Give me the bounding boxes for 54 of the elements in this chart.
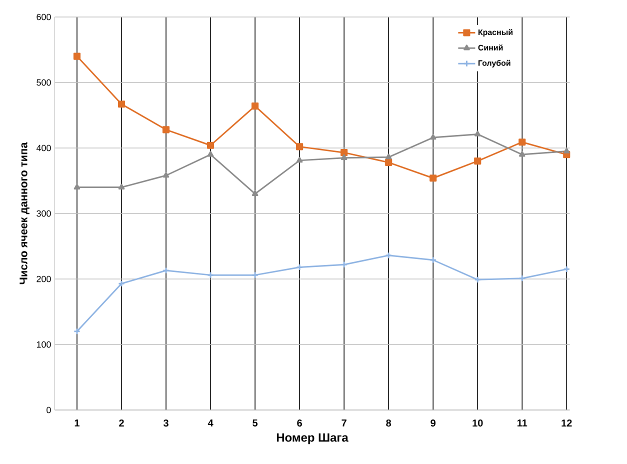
point [518, 138, 526, 146]
point [162, 126, 170, 134]
point [206, 272, 214, 279]
x-tick-label: 9 [430, 420, 436, 427]
x-axis-title: Номер Шага [276, 433, 348, 444]
point [296, 156, 303, 163]
point [118, 100, 126, 108]
point [385, 154, 392, 160]
x-tick-label: 6 [297, 420, 302, 427]
point [162, 172, 170, 178]
point [118, 184, 125, 190]
x-tick-label: 2 [119, 420, 124, 426]
point [73, 52, 81, 60]
x-tick-label: 12 [562, 420, 572, 426]
y-tick-label: 100 [36, 341, 51, 348]
x-tick-label: 7 [342, 420, 346, 426]
point [162, 266, 170, 274]
point [474, 276, 482, 284]
x-tick-label: 3 [163, 420, 168, 427]
y-tick-label: 400 [36, 144, 51, 152]
point [430, 256, 437, 264]
point [74, 184, 80, 190]
point [340, 261, 348, 268]
x-tick-label: 10 [472, 420, 483, 427]
point [563, 148, 570, 154]
point [385, 158, 392, 166]
y-tick-label: 0 [46, 406, 51, 414]
point [474, 130, 481, 136]
point [385, 252, 392, 259]
point [252, 190, 258, 196]
x-tick-label: 5 [252, 420, 258, 426]
x-tick-label: 1 [74, 420, 80, 426]
point [207, 151, 214, 157]
x-tick-label: 8 [386, 420, 392, 427]
point [252, 102, 259, 110]
point [206, 142, 214, 149]
point [340, 154, 348, 160]
point [340, 149, 348, 156]
y-tick-label: 300 [36, 210, 51, 217]
y-axis-title: Число ячеек данного типа [20, 142, 30, 284]
y-tick-label: 500 [36, 79, 51, 86]
point [518, 151, 526, 157]
point [118, 280, 126, 288]
point [296, 264, 304, 271]
y-tick-label: 600 [36, 14, 51, 20]
point [430, 134, 436, 140]
x-tick-label: 11 [517, 420, 528, 426]
point [252, 272, 259, 279]
point [518, 274, 526, 282]
point [474, 158, 482, 165]
y-tick-label: 200 [36, 276, 51, 282]
point [430, 174, 437, 182]
x-tick-label: 4 [208, 420, 214, 426]
point [296, 143, 304, 150]
